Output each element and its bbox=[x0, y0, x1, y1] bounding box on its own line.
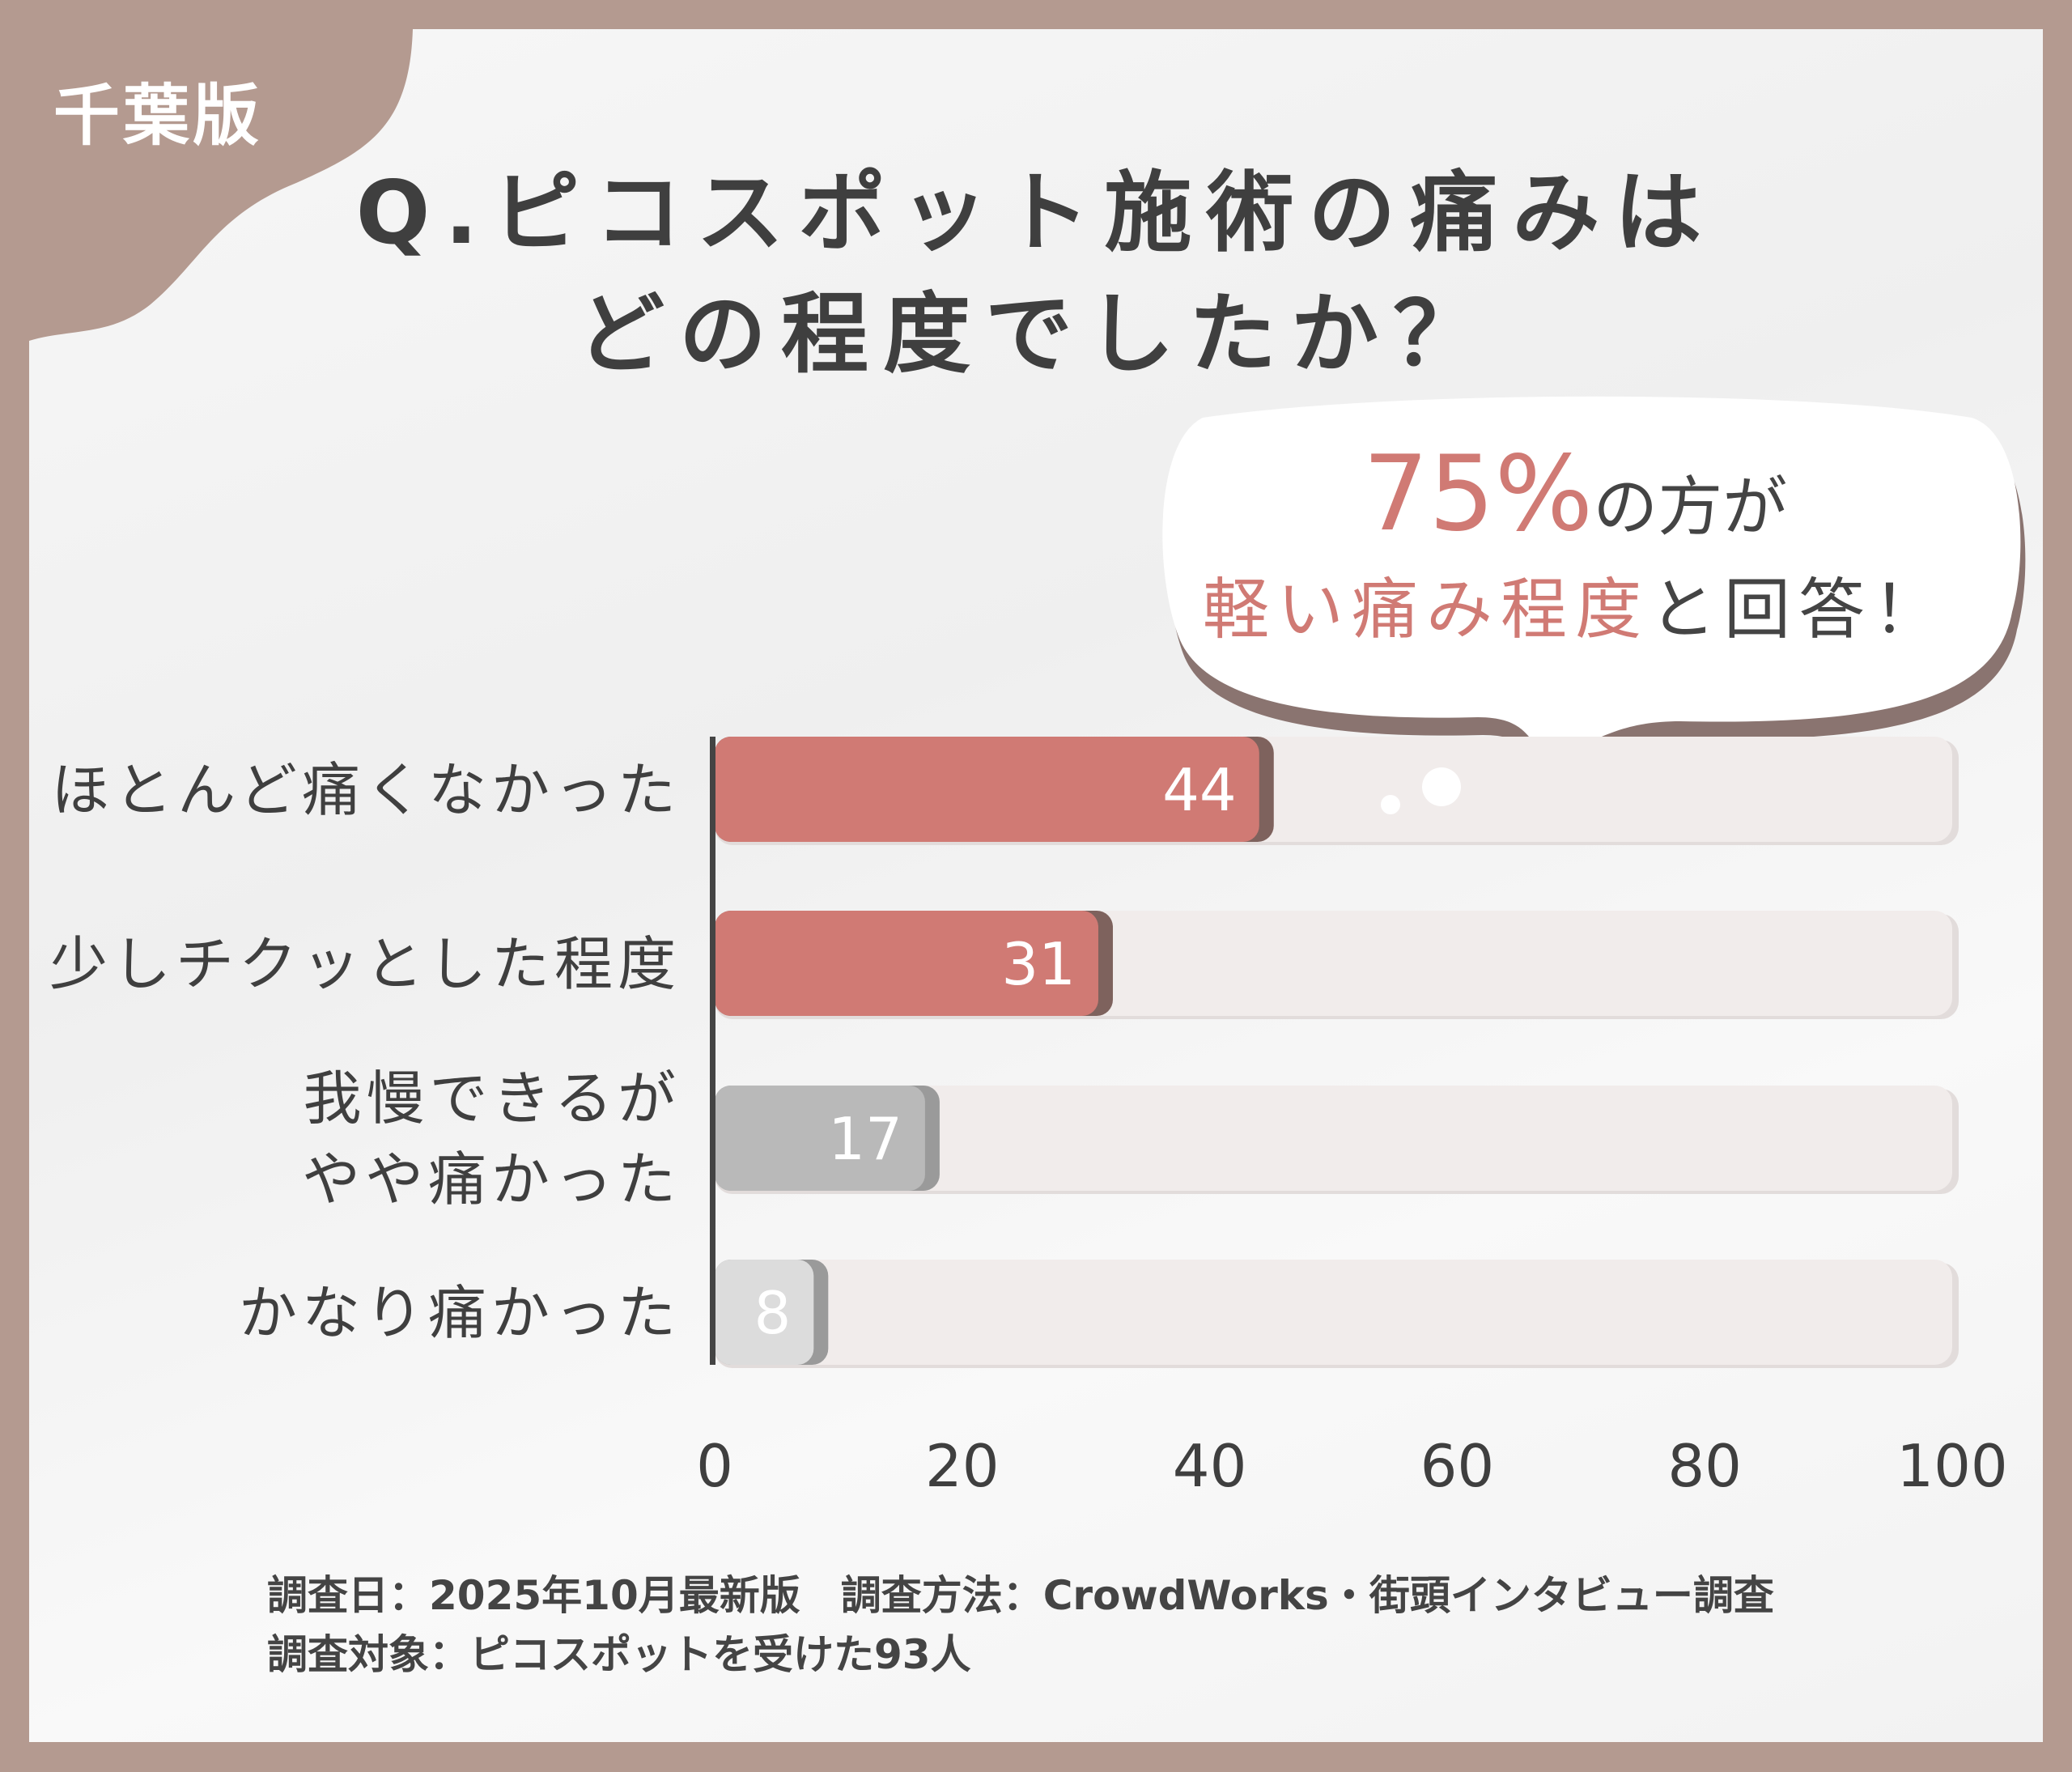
callout-highlight: 軽い痛み程度 bbox=[1202, 572, 1650, 648]
callout-line-2: 軽い痛み程度と回答！ bbox=[1154, 555, 1996, 652]
category-label: 少しチクッとした程度 bbox=[49, 930, 681, 998]
title-line-2: どの程度でしたか？ bbox=[576, 284, 1495, 385]
x-tick-label: 100 bbox=[1896, 1432, 2007, 1500]
bar-value-label: 31 bbox=[1001, 930, 1076, 998]
callout-text: の方が bbox=[1593, 470, 1788, 545]
x-tick-label: 80 bbox=[1667, 1432, 1742, 1500]
category-label: ほとんど痛くなかった bbox=[51, 756, 681, 824]
infographic-card: 千葉版 Q.ピコスポット施術の痛みは どの程度でしたか？ 75%の方が 軽い痛み… bbox=[29, 29, 2043, 1742]
callout-percentage: 75% bbox=[1362, 434, 1594, 555]
bar bbox=[715, 911, 1098, 1016]
bar bbox=[715, 1260, 814, 1365]
category-label: やや痛かった bbox=[302, 1145, 681, 1213]
callout-text: と回答！ bbox=[1650, 572, 1948, 648]
bar bbox=[715, 1086, 925, 1191]
corner-decoration bbox=[29, 29, 413, 341]
category-label: 我慢できるが bbox=[303, 1064, 681, 1132]
x-tick-label: 40 bbox=[1173, 1432, 1247, 1500]
x-tick-label: 0 bbox=[696, 1432, 733, 1500]
bar-value-label: 8 bbox=[754, 1279, 792, 1347]
region-badge: 千葉版 bbox=[53, 78, 263, 155]
footer-line-1: 調査日：2025年10月最新版 調査方法：CrowdWorks・街頭インタビュー… bbox=[267, 1572, 1774, 1619]
bar-value-label: 44 bbox=[1162, 756, 1237, 824]
x-tick-label: 20 bbox=[925, 1432, 1000, 1500]
bar bbox=[715, 737, 1259, 842]
bar-track bbox=[715, 1260, 1952, 1365]
category-label: かなり痛かった bbox=[239, 1279, 681, 1347]
callout-line-1: 75%の方が bbox=[1154, 434, 1996, 555]
footer-line-2: 調査対象：ピコスポットを受けた93人 bbox=[267, 1631, 971, 1678]
bar-track bbox=[715, 1086, 1952, 1191]
bar-value-label: 17 bbox=[828, 1105, 902, 1173]
bubble-dot bbox=[1422, 767, 1461, 806]
speech-bubble bbox=[1162, 396, 2026, 771]
x-tick-label: 60 bbox=[1420, 1432, 1495, 1500]
y-axis-line bbox=[710, 737, 715, 1365]
title-line-1: Q.ピコスポット施術の痛みは bbox=[355, 163, 1717, 264]
bubble-dot bbox=[1381, 795, 1400, 814]
